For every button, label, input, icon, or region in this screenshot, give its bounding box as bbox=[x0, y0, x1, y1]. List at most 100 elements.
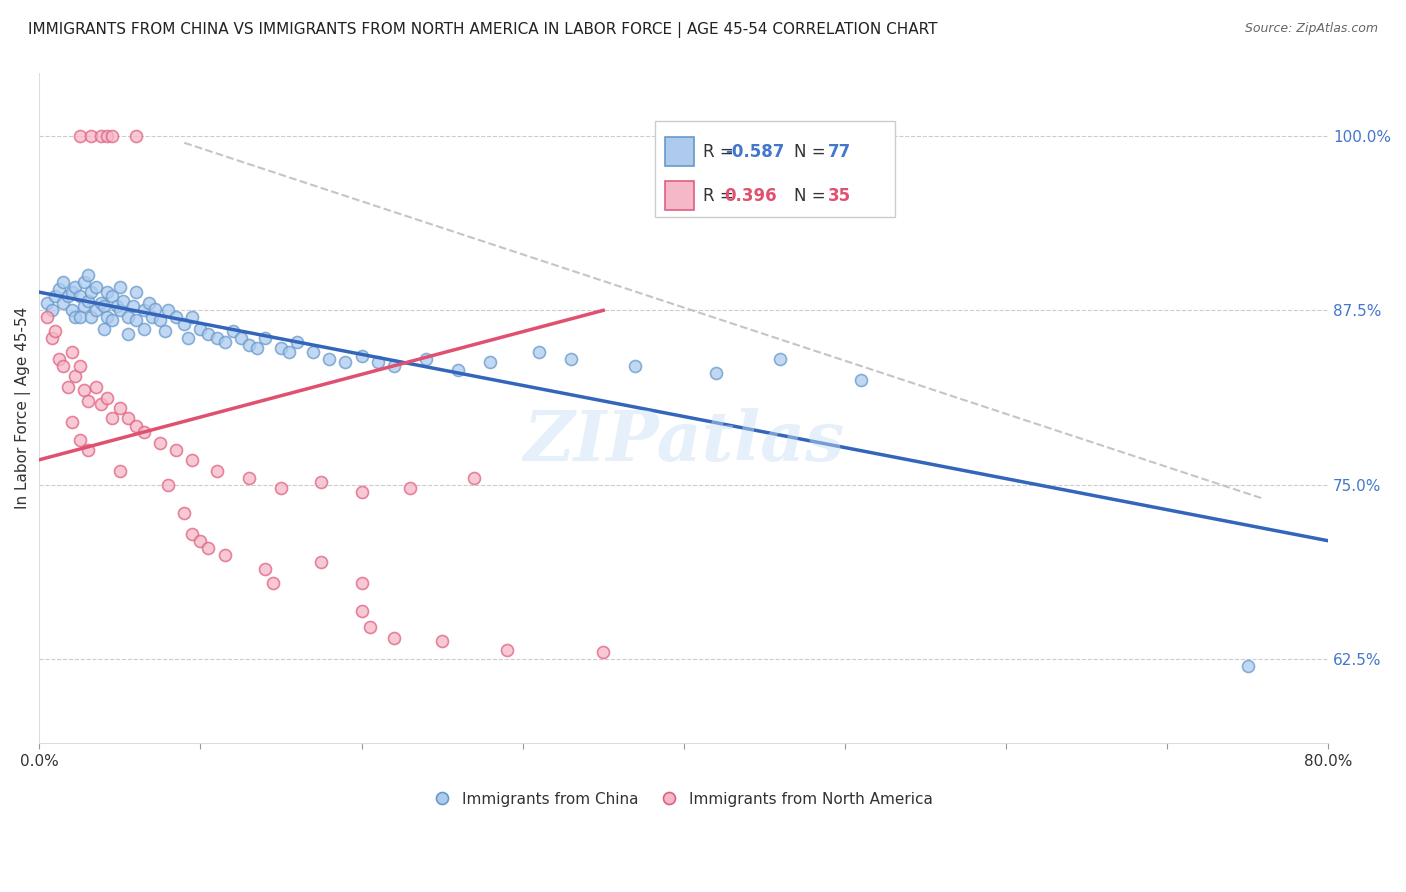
Point bbox=[63, 310, 86, 325]
Point bbox=[63, 279, 86, 293]
Point bbox=[141, 310, 163, 325]
Point bbox=[101, 410, 124, 425]
Point bbox=[37, 310, 59, 325]
Point bbox=[121, 299, 143, 313]
Point bbox=[143, 301, 166, 316]
Point bbox=[359, 620, 381, 634]
Point bbox=[214, 335, 236, 350]
Point bbox=[52, 296, 75, 310]
Point bbox=[93, 299, 115, 313]
Point bbox=[52, 276, 75, 290]
Text: ZIPatlas: ZIPatlas bbox=[523, 408, 845, 475]
Point bbox=[108, 279, 131, 293]
Point bbox=[37, 296, 59, 310]
Point bbox=[117, 410, 139, 425]
Point bbox=[101, 313, 124, 327]
Point bbox=[132, 303, 155, 318]
Point bbox=[157, 478, 180, 492]
Point bbox=[165, 310, 187, 325]
Point bbox=[84, 303, 107, 318]
Point bbox=[173, 318, 195, 332]
Point bbox=[704, 366, 727, 380]
Point bbox=[69, 289, 91, 303]
Point bbox=[125, 313, 148, 327]
Point bbox=[101, 289, 124, 303]
Point bbox=[108, 303, 131, 318]
Text: 35: 35 bbox=[828, 186, 851, 205]
Point bbox=[181, 452, 204, 467]
Point bbox=[90, 128, 112, 143]
Point bbox=[41, 303, 63, 318]
Point bbox=[69, 359, 91, 374]
Point bbox=[318, 352, 340, 367]
Point bbox=[350, 350, 373, 364]
Point bbox=[309, 555, 332, 569]
Point bbox=[60, 345, 83, 359]
Point bbox=[1236, 659, 1258, 673]
Text: 0.396: 0.396 bbox=[724, 186, 778, 205]
Point bbox=[221, 324, 243, 338]
Point bbox=[58, 289, 80, 303]
Point bbox=[76, 394, 98, 409]
Point bbox=[350, 575, 373, 590]
Point bbox=[430, 634, 453, 648]
Point bbox=[44, 324, 66, 338]
Point bbox=[309, 475, 332, 489]
Point bbox=[149, 313, 172, 327]
Point bbox=[80, 128, 103, 143]
Point bbox=[495, 642, 517, 657]
Point bbox=[125, 419, 148, 434]
Point bbox=[93, 321, 115, 335]
Point bbox=[108, 401, 131, 416]
Point bbox=[96, 128, 118, 143]
Point bbox=[190, 321, 212, 335]
Point bbox=[229, 331, 252, 345]
Legend: Immigrants from China, Immigrants from North America: Immigrants from China, Immigrants from N… bbox=[429, 785, 939, 813]
Point bbox=[176, 331, 198, 345]
Point bbox=[238, 471, 260, 485]
Point bbox=[205, 331, 228, 345]
Point bbox=[84, 279, 107, 293]
Point bbox=[73, 299, 96, 313]
Point bbox=[197, 541, 219, 555]
Point bbox=[132, 321, 155, 335]
Point bbox=[399, 481, 422, 495]
Point bbox=[173, 506, 195, 520]
Point bbox=[624, 359, 647, 374]
Point bbox=[197, 327, 219, 342]
Text: R =: R = bbox=[703, 143, 740, 161]
Point bbox=[125, 128, 148, 143]
Point bbox=[48, 352, 70, 367]
Point bbox=[96, 285, 118, 300]
Point bbox=[84, 380, 107, 394]
Point bbox=[41, 331, 63, 345]
Point bbox=[335, 355, 357, 369]
Point bbox=[382, 359, 405, 374]
Point bbox=[132, 425, 155, 439]
Point bbox=[117, 327, 139, 342]
Point bbox=[415, 352, 437, 367]
Point bbox=[58, 380, 80, 394]
Point bbox=[63, 369, 86, 384]
Text: Source: ZipAtlas.com: Source: ZipAtlas.com bbox=[1244, 22, 1378, 36]
Point bbox=[69, 128, 91, 143]
Point bbox=[76, 293, 98, 308]
Point bbox=[101, 128, 124, 143]
Point bbox=[105, 299, 128, 313]
Point bbox=[69, 310, 91, 325]
Point bbox=[527, 345, 550, 359]
Point bbox=[278, 345, 301, 359]
Point bbox=[157, 303, 180, 318]
Point bbox=[479, 355, 502, 369]
Point bbox=[447, 363, 470, 377]
Point bbox=[165, 442, 187, 457]
Point bbox=[76, 442, 98, 457]
Point bbox=[592, 645, 614, 659]
Point bbox=[117, 310, 139, 325]
Point bbox=[285, 335, 308, 350]
Point bbox=[769, 352, 792, 367]
Point bbox=[153, 324, 176, 338]
Point bbox=[350, 484, 373, 499]
Point bbox=[108, 464, 131, 478]
Point bbox=[181, 526, 204, 541]
